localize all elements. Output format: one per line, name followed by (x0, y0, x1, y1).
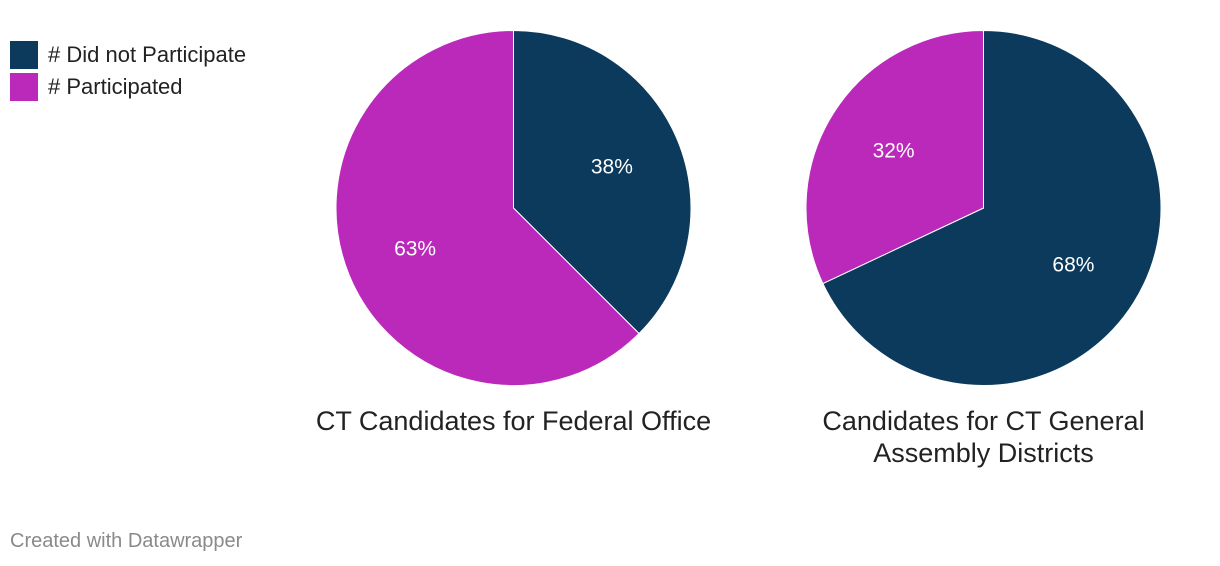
pie-1-slice-label-0: 68% (1052, 254, 1094, 277)
legend-item-participated: # Participated (10, 71, 246, 103)
legend: # Did not Participate # Participated (10, 39, 246, 103)
pie-0: 38% 63% (335, 29, 692, 386)
credit-text: Created with Datawrapper (10, 530, 243, 552)
pie-1-slice-0 (822, 29, 1162, 386)
pie-title-federal-office: CT Candidates for Federal Office (315, 406, 712, 436)
pie-0-slice-label-1: 63% (394, 237, 436, 260)
legend-swatch-participated (10, 73, 38, 101)
pie-0-slice-label-0: 38% (591, 156, 633, 179)
pie-title-general-assembly: Candidates for CT General Assembly Distr… (822, 406, 1145, 468)
pie-0-slice-1 (335, 29, 640, 386)
legend-label-did-not-participate: # Did not Participate (48, 42, 247, 67)
legend-item-did-not-participate: # Did not Participate (10, 39, 246, 71)
pie-1: 68% 32% (805, 29, 1162, 386)
pie-1-slice-label-1: 32% (873, 139, 915, 162)
pie-1-slice-1 (805, 29, 984, 285)
pie-0-slice-0 (513, 29, 692, 335)
legend-label-participated: # Participated (48, 74, 183, 99)
legend-swatch-did-not-participate (10, 41, 38, 69)
